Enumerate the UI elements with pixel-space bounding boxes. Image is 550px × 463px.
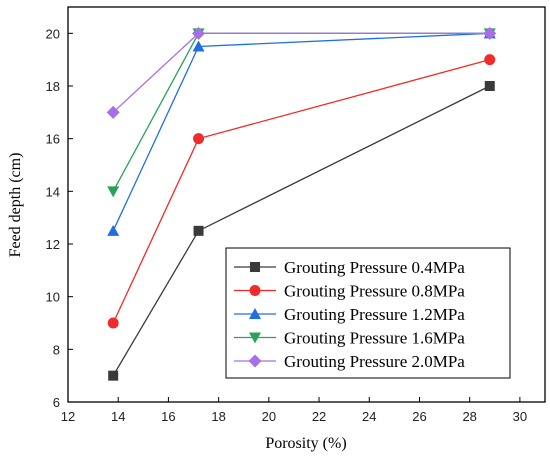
series-line — [112, 32, 490, 113]
y-tick-label: 16 — [46, 132, 60, 147]
legend-label: Grouting Pressure 0.4MPa — [284, 258, 465, 277]
x-tick-label: 12 — [61, 409, 75, 424]
legend: Grouting Pressure 0.4MPa Grouting Pressur… — [225, 247, 511, 379]
x-tick-label: 26 — [412, 409, 426, 424]
legend-box — [225, 247, 511, 379]
axis-ticks: 12 14 16 18 20 22 24 26 28 30 6 8 10 12 14 16 18 20 — [46, 26, 528, 424]
legend-item: Grouting Pressure 0.8MPa — [234, 282, 465, 301]
x-tick-label: 20 — [262, 409, 276, 424]
data-point — [484, 54, 496, 66]
data-point — [107, 224, 120, 236]
y-tick-label: 8 — [53, 342, 60, 357]
series-3 — [107, 27, 496, 236]
x-tick-label: 28 — [462, 409, 476, 424]
series-5 — [106, 26, 497, 119]
x-tick-label: 22 — [312, 409, 326, 424]
x-tick-label: 30 — [513, 409, 527, 424]
y-tick-label: 18 — [46, 79, 60, 94]
x-axis-title: Porosity (%) — [265, 435, 346, 452]
legend-item: Grouting Pressure 2.0MPa — [234, 352, 465, 371]
series-4 — [107, 28, 496, 198]
legend-swatch-marker — [249, 332, 261, 344]
data-point — [106, 105, 120, 119]
legend-label: Grouting Pressure 0.8MPa — [284, 282, 465, 301]
data-point — [107, 186, 120, 198]
series-2 — [107, 54, 496, 329]
legend-swatch-marker — [249, 285, 261, 296]
data-point — [483, 26, 497, 40]
legend-swatch-marker — [248, 354, 262, 368]
series-1 — [108, 81, 495, 381]
y-tick-label: 10 — [46, 290, 60, 305]
legend-label: Grouting Pressure 1.6MPa — [284, 329, 465, 348]
y-tick-label: 12 — [46, 237, 60, 252]
y-tick-label: 14 — [46, 184, 60, 199]
plot-area-frame — [67, 6, 546, 403]
data-point — [192, 40, 205, 52]
y-tick-label: 6 — [53, 395, 60, 410]
y-tick-label: 20 — [46, 26, 60, 41]
data-point — [108, 370, 119, 381]
legend-item: Grouting Pressure 1.2MPa — [234, 305, 465, 324]
x-tick-label: 24 — [362, 409, 376, 424]
series-line — [112, 32, 490, 192]
data-point — [193, 225, 204, 236]
x-tick-label: 16 — [161, 409, 175, 424]
legend-item: Grouting Pressure 1.6MPa — [234, 329, 465, 348]
data-point — [107, 317, 119, 329]
legend-swatch-marker — [249, 308, 261, 319]
x-tick-label: 14 — [111, 409, 125, 424]
series-layer — [106, 26, 497, 381]
legend-label: Grouting Pressure 1.2MPa — [284, 305, 465, 324]
y-axis-title: Feed depth (cm) — [7, 153, 24, 258]
legend-item: Grouting Pressure 0.4MPa — [234, 258, 465, 277]
legend-label: Grouting Pressure 2.0MPa — [284, 352, 465, 371]
x-tick-label: 18 — [211, 409, 225, 424]
data-point — [193, 133, 205, 145]
legend-swatch-marker — [250, 262, 260, 272]
data-point — [192, 26, 206, 40]
data-point — [484, 81, 495, 91]
